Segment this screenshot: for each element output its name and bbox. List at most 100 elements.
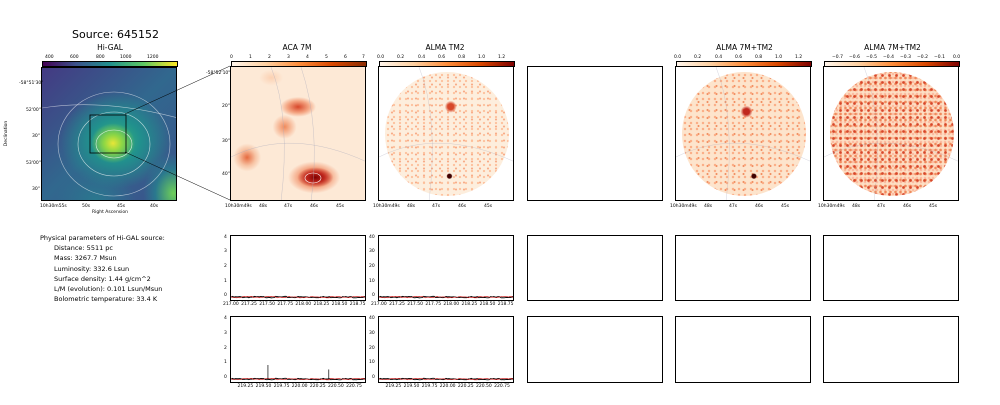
xtick-label: 218.75 [349, 302, 366, 307]
cbar-tick: 0.4 [418, 55, 426, 60]
ytick-label: 4 [224, 315, 227, 321]
spectrum-line [230, 295, 366, 299]
ytick: 20" [222, 104, 230, 109]
aca7m-contours [231, 67, 365, 200]
xtick: 47s [877, 204, 886, 209]
xtick-label: 219.25 [385, 384, 402, 389]
ytick-label: 0 [372, 375, 375, 381]
spectrum-alma-row1 [378, 235, 514, 301]
ytick-label: 2 [224, 345, 227, 351]
xtick: 10h30m55s [40, 204, 67, 209]
cbar-tick: 0.6 [438, 55, 446, 60]
xtick: 46s [903, 204, 912, 209]
param-lm-ratio: L/M (evolution): 0.101 Lsun/Msun [54, 285, 163, 294]
ytick-label: 20 [369, 264, 375, 269]
cbar-tick: 800 [96, 55, 105, 60]
empty-panel-top [527, 66, 663, 201]
xtick: 48s [852, 204, 861, 209]
xtick-label: 220.50 [476, 384, 492, 389]
cbar-tick: 0.0 [953, 55, 961, 60]
xtick-label: 217.50 [407, 302, 423, 307]
spectrum-line-red [378, 377, 514, 381]
higal-title: Hi-GAL [97, 43, 123, 52]
cbar-tick: −0.1 [934, 55, 945, 60]
xtick: 47s [432, 204, 441, 209]
empty-panel [675, 316, 811, 383]
xtick-label: 218.50 [331, 302, 348, 307]
xtick-label: 218.00 [295, 302, 312, 307]
cbar-tick: 0.2 [694, 55, 702, 60]
physical-parameters: Physical parameters of Hi-GAL source: Di… [40, 233, 165, 304]
spectrum-line-red [378, 296, 514, 299]
cbar-tick: 1.2 [795, 55, 803, 60]
cbar-tick: −0.4 [883, 55, 894, 60]
param-mass: Mass: 3267.7 Msun [54, 254, 117, 263]
xtick-label: 218.25 [461, 302, 478, 307]
cbar-tick: −0.6 [849, 55, 860, 60]
cbar-tick: 0.8 [458, 55, 466, 60]
ytick-label: 30 [369, 330, 375, 336]
aca7m-image [230, 66, 366, 201]
xtick: 40s [150, 204, 159, 209]
cbar-tick: 5 [325, 55, 328, 60]
xtick-label: 217.75 [425, 302, 442, 307]
alma7mtm2b-title: ALMA 7M+TM2 [864, 43, 921, 52]
spectrum-plot [230, 365, 366, 381]
source-title: Source: 645152 [72, 28, 159, 41]
higal-image [41, 67, 177, 201]
xtick-label: 220.75 [346, 384, 362, 389]
alma7mtm2-noise-disk [682, 72, 806, 196]
xtick-label: 219.50 [403, 384, 420, 389]
cbar-tick: 600 [70, 55, 79, 60]
cbar-tick: 2 [268, 55, 271, 60]
ytick-label: 40 [369, 234, 375, 240]
xtick: 10h30m49s [670, 204, 697, 209]
spectrum-line [378, 377, 514, 381]
alma7mtm2b-image [823, 66, 959, 201]
ytick-label: 30 [369, 249, 375, 255]
xtick: 10h30m49s [225, 204, 252, 209]
cbar-tick: 1200 [147, 55, 159, 60]
param-surface-density: Surface density: 1.44 g/cm^2 [54, 274, 151, 283]
xtick-label: 217.25 [241, 302, 257, 307]
almatm2-image [378, 66, 514, 201]
cbar-tick: −0.2 [917, 55, 928, 60]
ytick: 30" [32, 187, 40, 192]
xtick-label: 219.75 [421, 384, 438, 389]
ytick: 53'00" [26, 161, 41, 166]
empty-panel [527, 316, 663, 383]
cbar-tick: 0.2 [397, 55, 405, 60]
cbar-tick: 7 [362, 55, 365, 60]
spectrum-aca-row1 [230, 235, 366, 301]
cbar-tick: 1.0 [775, 55, 783, 60]
xtick: 46s [755, 204, 764, 209]
higal-contours [42, 91, 176, 197]
xtick-label: 217.00 [371, 302, 387, 307]
cbar-tick: 0.8 [755, 55, 763, 60]
ytick-label: 3 [224, 249, 227, 255]
spectrum-line-red [230, 377, 366, 381]
xtick: 48s [704, 204, 713, 209]
cbar-tick: −0.7 [832, 55, 843, 60]
ytick: 30" [32, 134, 40, 139]
spectrum-plot [230, 295, 366, 299]
spectrum-alma-row2 [378, 316, 514, 383]
higal-xlabel: Right Ascension [92, 210, 128, 215]
almatm2-contours [379, 67, 513, 200]
cbar-tick: 1.2 [498, 55, 506, 60]
ytick: -58°52'10" [206, 71, 231, 76]
xtick: 45s [484, 204, 493, 209]
cbar-tick: 3 [287, 55, 290, 60]
xtick: 45s [336, 204, 345, 209]
cbar-tick: −0.3 [900, 55, 911, 60]
ytick: 30" [222, 139, 230, 144]
xtick: 46s [310, 204, 319, 209]
ytick-label: 10 [369, 278, 375, 284]
spectrum-plot [378, 377, 514, 381]
xtick: 50s [82, 204, 91, 209]
ytick: 52'00" [26, 108, 41, 113]
ytick-label: 4 [224, 234, 227, 240]
empty-panel [823, 316, 959, 383]
xtick-label: 217.25 [389, 302, 405, 307]
xtick-label: 218.25 [313, 302, 330, 307]
